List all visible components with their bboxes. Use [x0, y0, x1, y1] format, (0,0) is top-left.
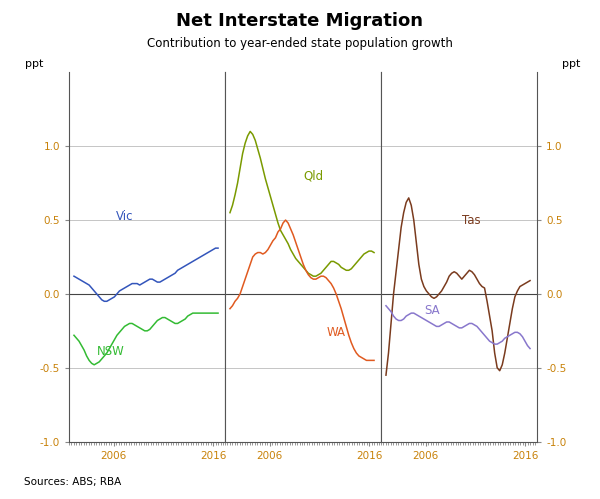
Text: ppt: ppt: [25, 59, 44, 69]
Text: SA: SA: [425, 304, 440, 317]
Text: Vic: Vic: [116, 210, 133, 223]
Text: Tas: Tas: [462, 214, 481, 227]
Text: Net Interstate Migration: Net Interstate Migration: [176, 12, 424, 30]
Text: ppt: ppt: [562, 59, 581, 69]
Text: Contribution to year-ended state population growth: Contribution to year-ended state populat…: [147, 37, 453, 50]
Text: Qld: Qld: [303, 169, 323, 182]
Text: NSW: NSW: [97, 345, 125, 358]
Text: WA: WA: [326, 326, 346, 339]
Text: Sources: ABS; RBA: Sources: ABS; RBA: [24, 477, 121, 487]
